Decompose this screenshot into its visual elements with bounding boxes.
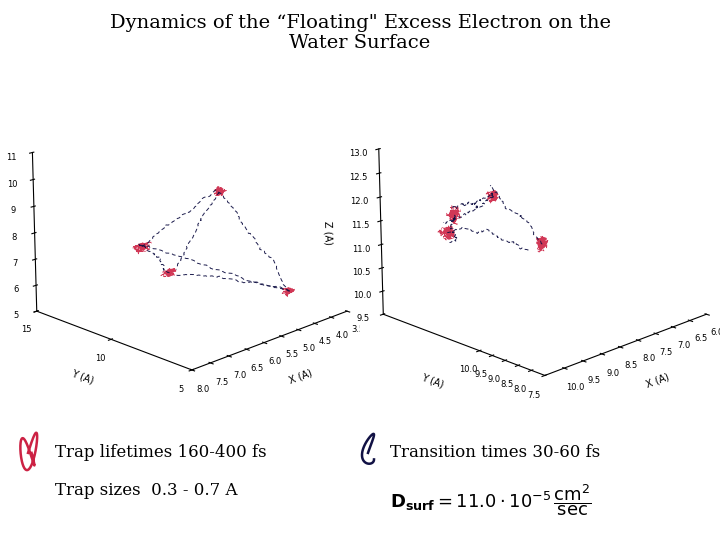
Text: Trap lifetimes 160-400 fs: Trap lifetimes 160-400 fs (55, 444, 266, 461)
X-axis label: X (A): X (A) (644, 372, 670, 390)
Y-axis label: Y (A): Y (A) (70, 368, 95, 386)
Text: Dynamics of the “Floating" Excess Electron on the
Water Surface: Dynamics of the “Floating" Excess Electr… (109, 14, 611, 52)
Y-axis label: Y (A): Y (A) (420, 372, 445, 390)
Text: $\mathbf{D}_\mathbf{surf}=11.0\cdot10^{-5}\,\dfrac{\mathrm{cm}^2}{\mathrm{sec}}$: $\mathbf{D}_\mathbf{surf}=11.0\cdot10^{-… (390, 483, 592, 518)
Text: Trap sizes  0.3 - 0.7 A: Trap sizes 0.3 - 0.7 A (55, 482, 238, 499)
Text: Transition times 30-60 fs: Transition times 30-60 fs (390, 444, 600, 461)
X-axis label: X (A): X (A) (288, 368, 314, 386)
